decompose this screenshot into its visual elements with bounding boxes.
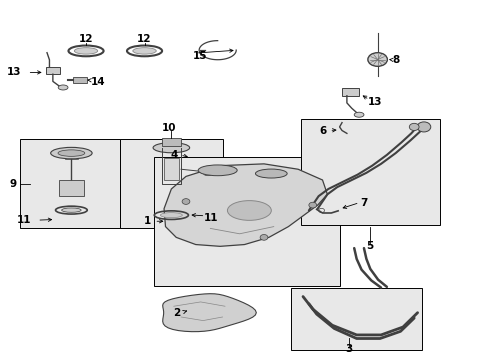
Ellipse shape [160,213,182,218]
FancyBboxPatch shape [341,88,358,96]
Ellipse shape [203,171,212,176]
Text: 9: 9 [9,179,17,189]
Text: 11: 11 [17,215,31,225]
FancyBboxPatch shape [163,158,178,180]
Ellipse shape [255,169,286,178]
Ellipse shape [367,53,386,66]
Ellipse shape [353,112,363,117]
Polygon shape [163,294,256,332]
Ellipse shape [153,143,189,153]
Circle shape [416,122,430,132]
Circle shape [408,123,418,131]
Ellipse shape [133,48,156,54]
Ellipse shape [58,150,84,156]
FancyBboxPatch shape [45,67,60,74]
Text: 10: 10 [162,123,176,133]
Text: 8: 8 [391,55,399,65]
Polygon shape [163,164,327,246]
Ellipse shape [198,165,237,176]
FancyBboxPatch shape [154,157,339,286]
Circle shape [308,202,316,208]
FancyBboxPatch shape [300,119,439,225]
Text: 2: 2 [173,308,181,318]
Text: 13: 13 [7,67,21,77]
Ellipse shape [74,48,98,54]
Ellipse shape [227,201,271,220]
Circle shape [182,199,189,204]
Text: 5: 5 [366,241,373,251]
FancyBboxPatch shape [73,77,86,83]
Text: 4: 4 [170,150,177,160]
Text: 11: 11 [203,213,218,222]
Text: 15: 15 [192,50,206,60]
Text: 6: 6 [319,126,326,135]
Text: 14: 14 [91,77,105,87]
Text: 1: 1 [143,216,150,226]
Circle shape [260,234,267,240]
Ellipse shape [58,85,68,90]
Text: 3: 3 [345,344,352,354]
FancyBboxPatch shape [59,180,83,196]
Text: 12: 12 [79,34,93,44]
FancyBboxPatch shape [20,139,120,228]
FancyBboxPatch shape [120,139,222,228]
FancyBboxPatch shape [161,138,181,146]
Text: 13: 13 [367,97,382,107]
Text: 12: 12 [137,34,151,44]
Text: 7: 7 [359,198,366,208]
Ellipse shape [61,208,81,212]
Ellipse shape [51,147,92,159]
FancyBboxPatch shape [290,288,422,350]
